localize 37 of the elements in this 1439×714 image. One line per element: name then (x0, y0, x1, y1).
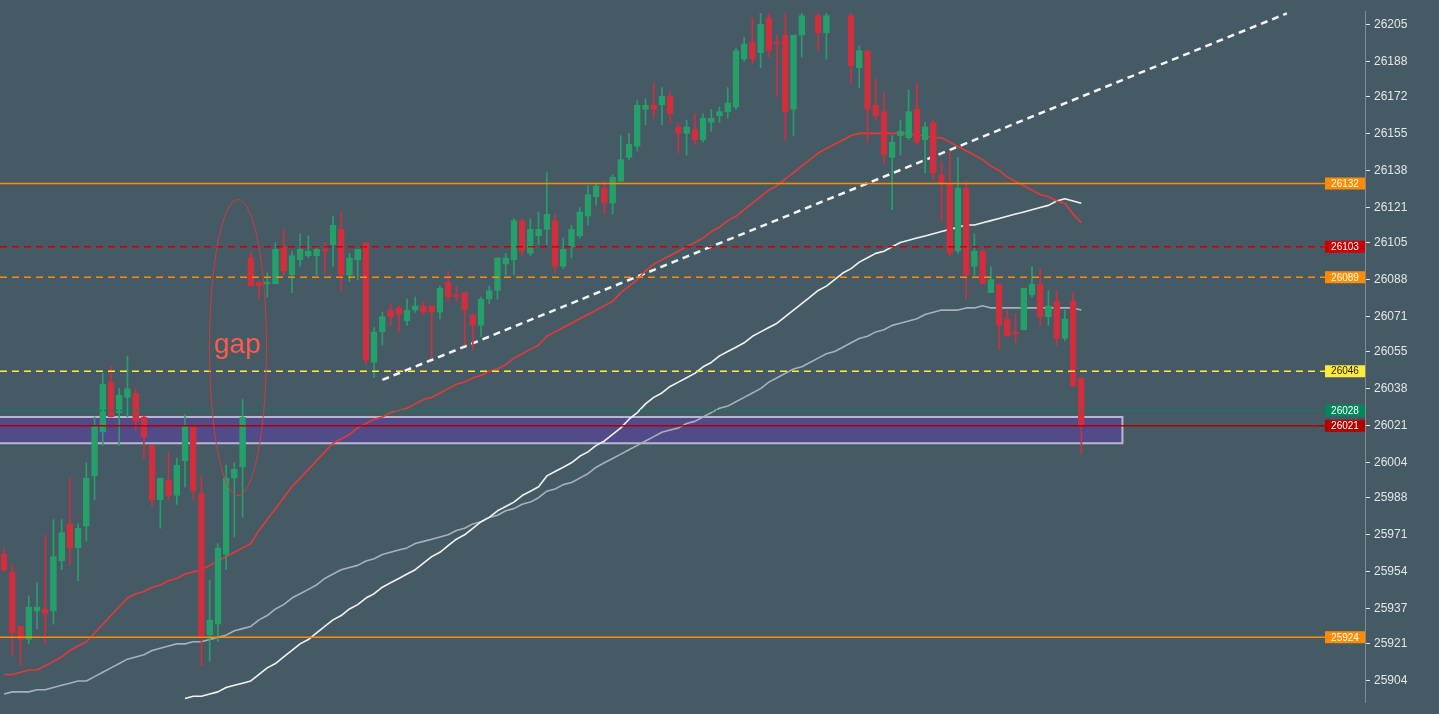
candlestick (321, 242, 329, 274)
candlestick (707, 109, 715, 132)
annotation: gap (214, 328, 261, 360)
candlestick (888, 135, 896, 211)
y-tick-label: 26121 (1374, 199, 1408, 214)
ref-line-label: 26132 (1331, 177, 1360, 189)
y-tick-label: 25904 (1374, 673, 1408, 688)
ref-line-label: 26046 (1331, 365, 1360, 377)
y-tick-label: 25921 (1374, 636, 1408, 651)
ref-line-label: 26028 (1331, 404, 1360, 416)
y-tick-label: 26188 (1374, 53, 1408, 68)
candlestick (650, 82, 658, 119)
candlestick (543, 172, 551, 245)
y-tick-label: 26105 (1374, 234, 1408, 249)
y-tick-label: 26038 (1374, 380, 1408, 395)
y-tick-label: 25954 (1374, 564, 1408, 579)
ref-line-label: 26103 (1331, 241, 1360, 253)
y-tick-label: 26205 (1374, 16, 1408, 31)
y-tick-label: 26155 (1374, 125, 1408, 140)
y-tick-label: 26071 (1374, 308, 1408, 323)
candlestick (206, 580, 214, 662)
y-tick-label: 25937 (1374, 601, 1408, 616)
candlestick (263, 272, 271, 298)
y-tick-label: 25971 (1374, 527, 1408, 542)
ref-line-label: 25924 (1331, 631, 1360, 643)
y-tick-label: 26172 (1374, 88, 1408, 103)
y-tick-label: 25988 (1374, 490, 1408, 505)
y-tick-label: 26021 (1374, 418, 1408, 433)
y-tick-label: 26088 (1374, 271, 1408, 286)
y-tick-label: 26004 (1374, 455, 1408, 470)
ref-line-label: 26021 (1331, 419, 1360, 431)
candlestick (773, 34, 781, 97)
candlestick (428, 305, 436, 359)
y-tick-label: 26055 (1374, 343, 1408, 358)
ref-line-label: 26089 (1331, 271, 1360, 283)
y-tick-label: 26138 (1374, 162, 1408, 177)
candlestick (41, 534, 49, 645)
